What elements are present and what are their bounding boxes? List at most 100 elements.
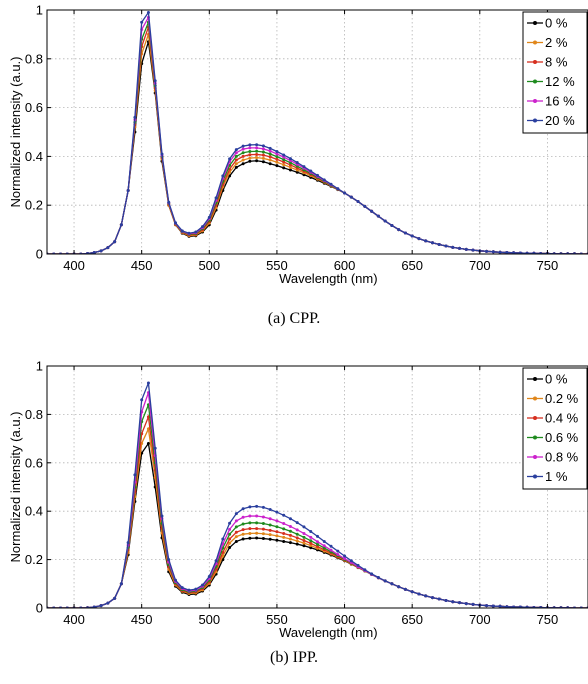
data-point [248, 531, 252, 535]
data-point [261, 160, 265, 164]
data-point [485, 249, 489, 253]
data-point [288, 524, 292, 528]
data-point [451, 600, 455, 604]
data-point [261, 532, 265, 536]
data-point [133, 115, 137, 119]
data-point [268, 152, 272, 156]
x-tick-label: 750 [537, 258, 559, 273]
data-point [261, 527, 265, 531]
data-point [295, 536, 299, 540]
data-point [288, 529, 292, 533]
x-tick-label: 700 [469, 612, 491, 627]
data-point [228, 546, 232, 549]
data-point [255, 504, 259, 508]
data-point [282, 166, 286, 170]
data-point [532, 251, 536, 254]
data-point [424, 594, 428, 598]
data-point [248, 159, 252, 163]
data-point [275, 152, 279, 156]
y-tick-label: 0.8 [25, 51, 43, 66]
data-point [234, 162, 238, 166]
legend: 0 % 0.2 % 0.4 % 0.6 % 0.8 % 1 % [522, 367, 588, 490]
data-point [288, 517, 292, 521]
data-point [302, 538, 306, 542]
data-point [119, 582, 123, 586]
x-tick-label: 450 [131, 258, 153, 273]
y-tick-label: 0.6 [25, 455, 43, 470]
data-point [234, 165, 238, 169]
data-point [390, 582, 394, 586]
data-point [228, 521, 232, 525]
data-point [282, 531, 286, 535]
data-point [309, 539, 313, 543]
legend-marker [533, 79, 537, 84]
data-point [288, 161, 292, 165]
data-point [92, 251, 96, 254]
data-point [282, 163, 286, 167]
y-tick-label: 0.2 [25, 552, 43, 567]
data-point [322, 539, 326, 543]
data-point [194, 587, 198, 591]
data-point [316, 542, 319, 546]
data-point [430, 596, 434, 600]
legend: 0 % 2 % 8 % 12 % 16 % 20 % [522, 11, 588, 134]
data-point [322, 178, 326, 182]
data-point [241, 537, 245, 541]
data-point [363, 204, 367, 208]
legend-label: 12 % [545, 74, 575, 89]
data-point [498, 604, 502, 608]
data-point [275, 164, 279, 168]
data-point [234, 512, 238, 516]
data-point [417, 592, 421, 596]
data-point [437, 242, 441, 246]
data-point [275, 538, 279, 542]
x-tick-label: 600 [334, 612, 356, 627]
legend-label: 0 % [545, 372, 568, 387]
data-point [268, 162, 272, 166]
data-point [268, 523, 272, 527]
data-point [403, 587, 407, 591]
data-point [268, 517, 272, 521]
data-point [316, 540, 319, 544]
legend-label: 0.4 % [545, 411, 579, 426]
data-point [113, 596, 117, 600]
data-point [295, 539, 299, 543]
legend-marker [533, 118, 537, 123]
data-point [282, 527, 286, 531]
data-point [255, 536, 259, 540]
x-tick-label: 550 [266, 258, 288, 273]
legend-label: 8 % [545, 55, 568, 70]
data-point [241, 144, 245, 148]
data-point [302, 535, 306, 539]
data-point [255, 146, 259, 150]
data-point [424, 239, 428, 243]
data-point [99, 249, 103, 253]
data-point [288, 533, 292, 537]
data-point [525, 605, 529, 608]
data-point [383, 219, 387, 223]
legend-marker [533, 435, 537, 440]
data-point [275, 530, 279, 534]
data-point [140, 20, 144, 24]
data-point [498, 250, 502, 254]
data-point [275, 150, 279, 154]
data-point [228, 532, 232, 536]
x-axis-label: Wavelength (nm) [279, 625, 378, 640]
data-point [316, 545, 319, 549]
data-point [241, 158, 245, 162]
y-axis-label: Normalized intensity (a.u.) [8, 57, 23, 208]
data-point [370, 572, 374, 576]
data-point [309, 544, 313, 548]
data-point [295, 161, 299, 164]
data-point [268, 528, 272, 532]
legend-label: 2 % [545, 35, 568, 50]
data-point [268, 537, 272, 541]
data-point [309, 169, 313, 173]
data-point [349, 559, 353, 563]
data-point [302, 544, 306, 548]
data-point [180, 586, 184, 590]
data-point [221, 537, 225, 541]
legend-marker [533, 40, 537, 45]
y-tick-label: 0.8 [25, 407, 43, 422]
